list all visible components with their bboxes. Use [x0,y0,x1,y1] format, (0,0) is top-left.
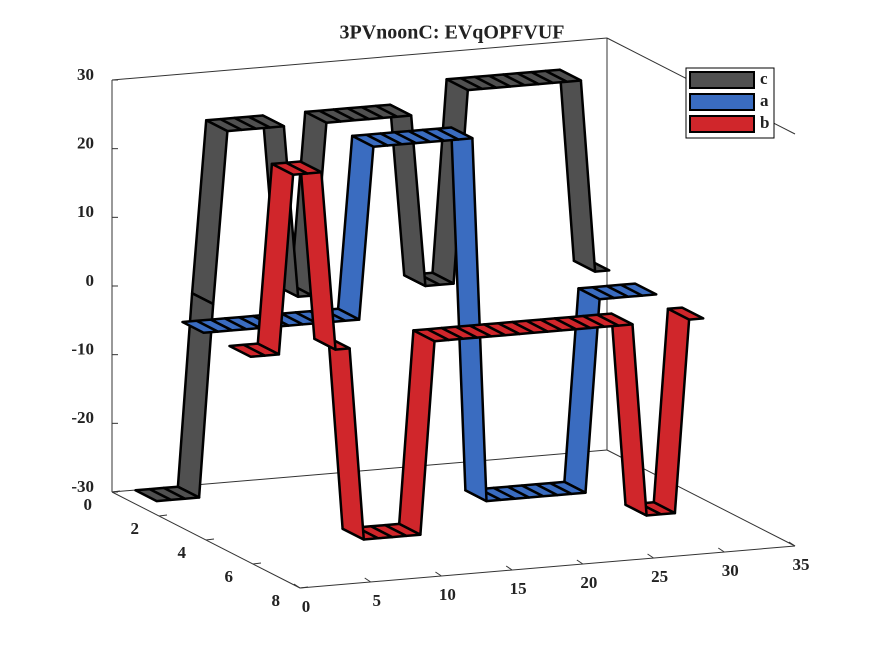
x-tick-label: 30 [722,561,739,580]
y-tick-label: 6 [225,567,234,586]
tick-mark [158,514,168,517]
tick-mark [788,541,796,547]
tick-mark [252,562,262,565]
tick-mark [205,538,215,541]
tick-mark [576,559,584,565]
z-tick-label: 0 [86,271,95,290]
x-tick-label: 35 [793,555,810,574]
z-tick-label: -10 [71,340,94,359]
axes: -30 -20 -10 0 10 20 30 0 2 4 6 8 0 5 10 15 20 25 30 35 [71,37,810,616]
legend-label: c [760,69,768,88]
ribbon-panel [134,487,173,503]
ribbon-panel [397,329,436,536]
tick-mark [435,571,442,577]
y-tick-label: 8 [272,591,281,610]
ribbon-panel [336,134,375,321]
z-tick-label: 10 [77,202,94,221]
x-tick-label: 20 [580,573,597,592]
tick-mark [505,565,513,571]
axis-line [299,545,796,589]
y-tick-label: 2 [131,519,140,538]
plot [134,68,705,541]
z-tick-label: -30 [71,477,94,496]
tick-mark [111,490,121,493]
ribbon-panel [610,312,648,517]
legend-label: b [760,113,769,132]
tick-mark [718,547,725,553]
x-tick-label: 5 [372,591,381,610]
tick-mark [299,586,309,589]
ribbon-panel [558,68,597,273]
z-tick-label: -20 [71,408,94,427]
chart-title: 3PVnoonC: EVqOPFVUF [339,22,564,44]
x-tick-label: 15 [510,579,527,598]
tick-mark [647,553,654,559]
z-tick-label: 30 [77,65,94,84]
legend: cab [685,67,775,139]
legend-swatch [689,71,755,89]
ribbon-panel [181,319,220,335]
ribbon-panel [190,119,229,306]
ribbon-panel [327,336,366,541]
legend-swatch [689,115,755,133]
legend-swatch [689,93,755,111]
x-tick-label: 0 [302,597,311,616]
z-tick-label: 20 [77,134,94,153]
x-tick-label: 25 [651,567,668,586]
ribbon-panel [449,126,488,503]
axis-line [111,37,608,81]
y-tick-label: 0 [84,495,93,514]
ribbon-panel [652,307,691,515]
tick-mark [364,577,371,583]
tick-mark [293,583,301,589]
legend-label: a [760,91,769,110]
x-tick-label: 10 [439,585,456,604]
y-tick-label: 4 [178,543,187,562]
ribbon-panel [228,343,267,359]
